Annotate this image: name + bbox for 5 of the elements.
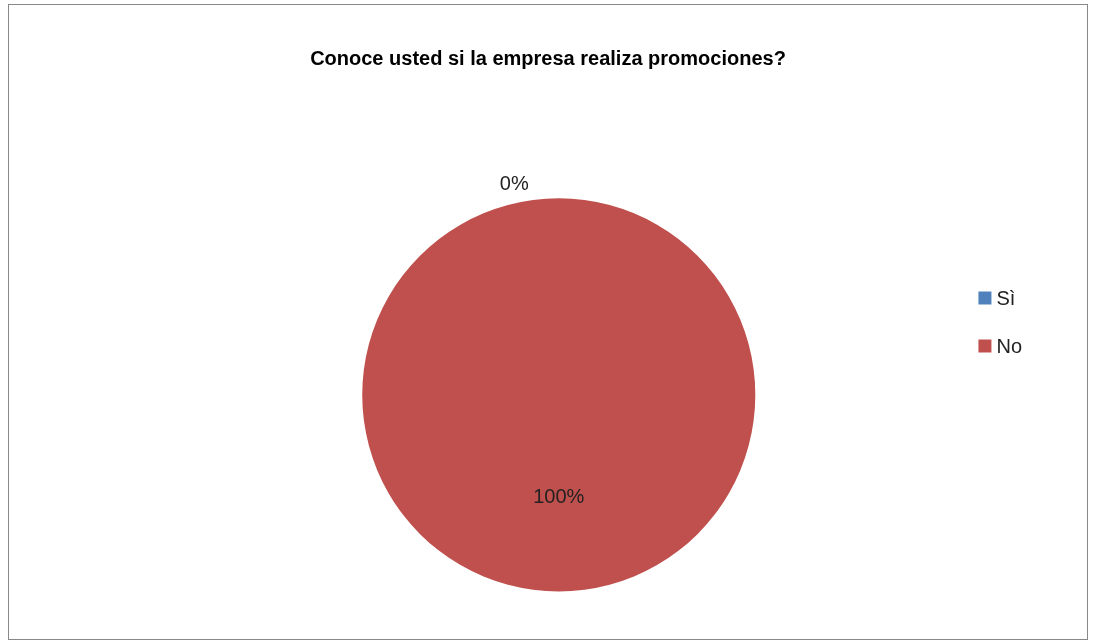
data-label: 100% <box>533 485 585 508</box>
text: 0% <box>499 172 529 195</box>
legend-label: Sì <box>996 287 1016 309</box>
legend-label: No <box>996 335 1023 357</box>
chart-title: Conoce usted si la empresa realiza promociones? <box>310 47 786 69</box>
